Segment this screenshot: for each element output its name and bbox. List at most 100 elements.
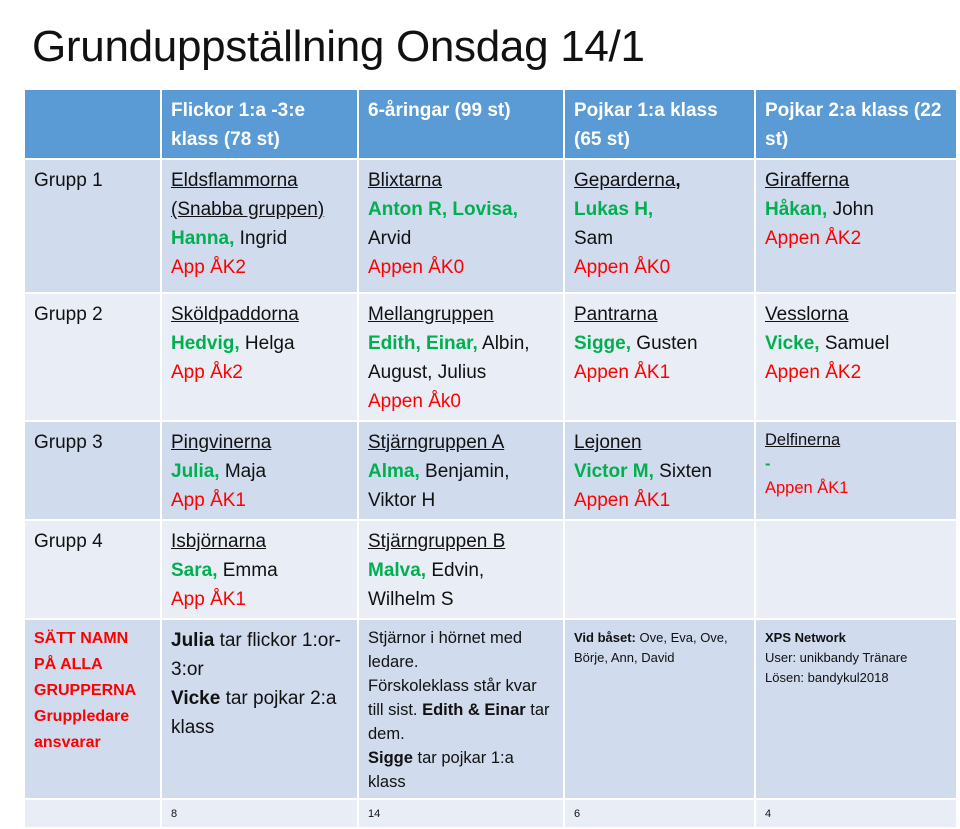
cell-text: PÅ ALLA [34, 656, 103, 673]
grupp-4-row: Grupp 4 Isbjörnarna Sara, Emma App ÅK1 Stjär… [23, 519, 958, 620]
group-name: Lejonen [574, 432, 642, 453]
cell-text: Benjamin, [419, 461, 510, 482]
cell-line: klass [171, 713, 349, 742]
app-label: Appen ÅK0 [368, 257, 465, 278]
group-name: Vesslorna [765, 304, 849, 325]
cell-line: User: unikbandy Tränare [765, 648, 948, 668]
cell-line: GRUPPERNA [34, 678, 152, 704]
leader-name: Sigge, [574, 333, 632, 354]
cell-text: tar pojkar 2:a [220, 688, 337, 709]
cell-line: App ÅK1 [171, 585, 349, 614]
cell-line: Börje, Ann, David [574, 648, 746, 668]
cell-line: Gruppledare [34, 704, 152, 730]
cell-text: Ingrid [234, 228, 288, 249]
cell-line: PÅ ALLA [34, 652, 152, 678]
table-cell: Grupp 1 [23, 158, 162, 294]
table-cell [754, 519, 958, 620]
cell-text: Gruppledare [34, 708, 130, 725]
cell-line: Mellangruppen [368, 300, 555, 329]
leader-name: Sara, [171, 560, 218, 581]
cell-line: Appen ÅK0 [574, 253, 746, 282]
cell-text: User: unikbandy Tränare [765, 650, 908, 665]
leader-name: Hanna, [171, 228, 235, 249]
cell-line: Julia tar flickor 1:or- [171, 626, 349, 655]
cell-line: Stjärngruppen A [368, 428, 555, 457]
group-name: Girafferna [765, 170, 850, 191]
cell-text: Grupp 2 [34, 304, 103, 325]
table-cell: Pantrarna Sigge, Gusten Appen ÅK1 [563, 292, 756, 422]
cell-line: Anton R, Lovisa, [368, 195, 555, 224]
cell-text: Gusten [631, 333, 698, 354]
cell-text: 4 [765, 808, 772, 820]
header-cell-6-aringar: 6-åringar (99 st) [357, 88, 565, 160]
cell-line: Grupp 2 [34, 300, 152, 329]
header-row: Flickor 1:a -3:e klass (78 st) 6-åringar… [23, 88, 958, 160]
cell-line: Vesslorna [765, 300, 948, 329]
table-cell: 4 [754, 798, 958, 829]
cell-line: ledare. [368, 650, 555, 674]
group-name: Stjärngruppen A [368, 432, 505, 453]
cell-text: Stjärnor i hörnet med [368, 629, 523, 647]
cell-text: ansvarar [34, 734, 101, 751]
cell-text: ledare. [368, 653, 419, 671]
cell-line: klass [368, 770, 555, 794]
cell-line: Arvid [368, 224, 555, 253]
cell-line: Appen ÅK1 [574, 358, 746, 387]
cell-text: Sam [574, 228, 614, 249]
cell-text: Grupp 3 [34, 432, 103, 453]
counts-row: 8 14 6 4 [23, 798, 958, 829]
grupp-1-row: Grupp 1 Eldsflammorna (Snabba gruppen) Hann… [23, 158, 958, 294]
cell-line: Förskoleklass står kvar [368, 674, 555, 698]
table-cell: Lejonen Victor M, Sixten Appen ÅK1 [563, 420, 756, 521]
table-cell: XPS Network User: unikbandy Tränare Lösen:… [754, 618, 958, 800]
group-name: Pantrarna [574, 304, 658, 325]
cell-text: Emma [217, 560, 278, 581]
cell-line: App ÅK1 [171, 486, 349, 515]
cell-text: tar flickor 1:or- [214, 630, 342, 651]
table-cell: Girafferna Håkan, John Appen ÅK2 [754, 158, 958, 294]
cell-line: Malva, Edvin, [368, 556, 555, 585]
header-cell-pojkar-2: Pojkar 2:a klass (22 st) [754, 88, 958, 160]
cell-text: Sigge [368, 749, 413, 767]
cell-line: dem. [368, 722, 555, 746]
table-cell: Delfinerna - Appen ÅK1 [754, 420, 958, 521]
app-label: Appen ÅK1 [765, 479, 849, 497]
group-table: Flickor 1:a -3:e klass (78 st) 6-åringar… [23, 88, 958, 829]
cell-line: Appen Åk0 [368, 387, 555, 416]
notes-row: SÄTT NAMN PÅ ALLA GRUPPERNA Gruppledare ansv… [23, 618, 958, 800]
leader-name: Hedvig, [171, 333, 240, 354]
cell-line: XPS Network [765, 628, 948, 648]
cell-line: Sigge tar pojkar 1:a [368, 746, 555, 770]
cell-text: Vid båset: [574, 630, 636, 645]
header-cell-pojkar-1: Pojkar 1:a klass (65 st) [563, 88, 756, 160]
leader-name: Edith, Einar, [368, 333, 478, 354]
cell-text: Sixten [653, 461, 712, 482]
cell-text: SÄTT NAMN [34, 630, 129, 647]
group-name: Delfinerna [765, 431, 841, 449]
table-cell: Mellangruppen Edith, Einar, Albin, August,… [357, 292, 565, 422]
app-label: Appen ÅK1 [574, 490, 671, 511]
app-label: App ÅK1 [171, 589, 246, 610]
table-body: Grupp 1 Eldsflammorna (Snabba gruppen) Hann… [23, 158, 958, 829]
table-cell: Vesslorna Vicke, Samuel Appen ÅK2 [754, 292, 958, 422]
cell-line: - [765, 452, 948, 476]
cell-line: Pantrarna [574, 300, 746, 329]
table-cell: 14 [357, 798, 565, 829]
cell-text: klass [368, 773, 406, 791]
cell-line: Sara, Emma [171, 556, 349, 585]
group-name: Eldsflammorna [171, 170, 298, 191]
group-name: Geparderna [574, 170, 676, 191]
cell-text: Albin, [477, 333, 530, 354]
grupp-3-row: Grupp 3 Pingvinerna Julia, Maja App ÅK1 Stjä… [23, 420, 958, 521]
leader-name: Anton R, Lovisa, [368, 199, 518, 220]
cell-line: Sigge, Gusten [574, 329, 746, 358]
cell-text: till sist. [368, 701, 423, 719]
cell-text: Vicke [171, 688, 221, 709]
table-cell: Grupp 2 [23, 292, 162, 422]
leader-name: Vicke, [765, 333, 820, 354]
table-cell: SÄTT NAMN PÅ ALLA GRUPPERNA Gruppledare ansv… [23, 618, 162, 800]
cell-text: Edith & Einar [422, 701, 526, 719]
cell-line: Hanna, Ingrid [171, 224, 349, 253]
leader-name: Julia, [171, 461, 220, 482]
cell-text: 3:or [171, 659, 204, 680]
